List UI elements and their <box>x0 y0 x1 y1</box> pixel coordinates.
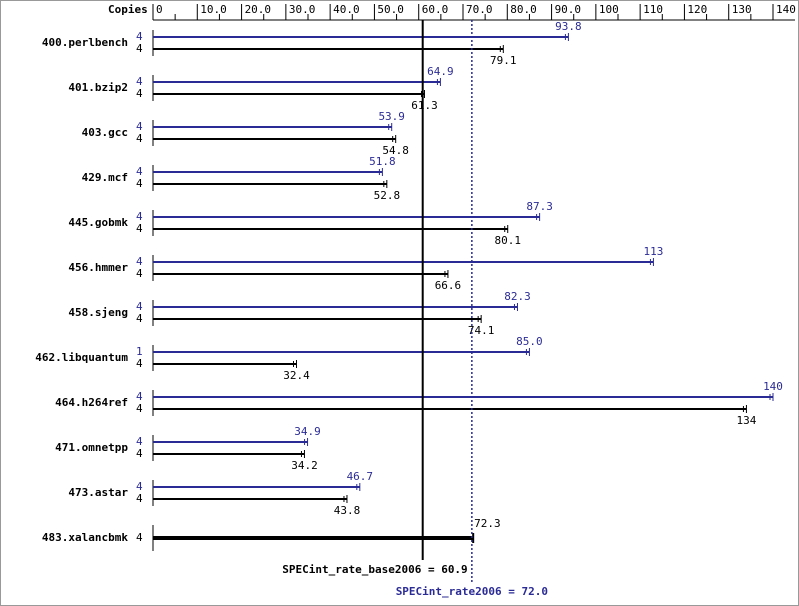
copies: 4 <box>136 177 143 190</box>
x-tick-label: 120 <box>687 3 707 16</box>
value-label: 140 <box>763 380 783 393</box>
value-label: 93.8 <box>555 20 582 33</box>
x-tick-label: 40.0 <box>333 3 360 16</box>
x-tick-label: 90.0 <box>555 3 582 16</box>
x-tick-label: 140 <box>776 3 796 16</box>
value-label: 74.1 <box>468 324 495 337</box>
copies: 1 <box>136 345 143 358</box>
value-label: 51.8 <box>369 155 396 168</box>
value-label: 53.9 <box>378 110 405 123</box>
copies: 4 <box>136 531 143 544</box>
copies-header: Copies <box>108 3 148 16</box>
copies: 4 <box>136 492 143 505</box>
value-label: 72.3 <box>474 517 501 530</box>
copies: 4 <box>136 42 143 55</box>
copies: 4 <box>136 30 143 43</box>
copies: 4 <box>136 402 143 415</box>
copies: 4 <box>136 120 143 133</box>
value-label: 87.3 <box>526 200 553 213</box>
x-tick-label: 0 <box>156 3 163 16</box>
copies: 4 <box>136 87 143 100</box>
value-label: 61.3 <box>411 99 438 112</box>
copies: 4 <box>136 357 143 370</box>
value-label: 34.2 <box>291 459 318 472</box>
copies: 4 <box>136 312 143 325</box>
copies: 4 <box>136 300 143 313</box>
benchmark-label: 445.gobmk <box>68 216 128 229</box>
copies: 4 <box>136 222 143 235</box>
metric-label: SPECint_rate_base2006 = 60.9 <box>282 563 467 576</box>
value-label: 43.8 <box>334 504 361 517</box>
value-label: 54.8 <box>382 144 409 157</box>
copies: 4 <box>136 447 143 460</box>
copies: 4 <box>136 255 143 268</box>
benchmark-label: 462.libquantum <box>35 351 128 364</box>
value-label: 82.3 <box>504 290 531 303</box>
x-tick-label: 110 <box>643 3 663 16</box>
x-tick-label: 100 <box>599 3 619 16</box>
x-tick-label: 30.0 <box>289 3 316 16</box>
benchmark-label: 403.gcc <box>82 126 128 139</box>
value-label: 66.6 <box>435 279 462 292</box>
benchmark-label: 471.omnetpp <box>55 441 128 454</box>
benchmark-label: 473.astar <box>68 486 128 499</box>
x-tick-label: 20.0 <box>245 3 271 16</box>
value-label: 79.1 <box>490 54 517 67</box>
benchmark-label: 464.h264ref <box>55 396 128 409</box>
value-label: 64.9 <box>427 65 454 78</box>
metric-label: SPECint_rate2006 = 72.0 <box>396 585 548 598</box>
copies: 4 <box>136 75 143 88</box>
benchmark-label: 456.hmmer <box>68 261 128 274</box>
benchmark-label: 401.bzip2 <box>68 81 128 94</box>
value-label: 113 <box>643 245 663 258</box>
x-tick-label: 60.0 <box>422 3 449 16</box>
value-label: 52.8 <box>374 189 401 202</box>
copies: 4 <box>136 132 143 145</box>
x-tick-label: 130 <box>732 3 752 16</box>
x-tick-label: 50.0 <box>377 3 404 16</box>
value-label: 46.7 <box>347 470 374 483</box>
value-label: 34.9 <box>294 425 321 438</box>
x-tick-label: 80.0 <box>510 3 537 16</box>
copies: 4 <box>136 390 143 403</box>
x-tick-label: 10.0 <box>200 3 227 16</box>
benchmark-label: 483.xalancbmk <box>42 531 128 544</box>
benchmark-label: 400.perlbench <box>42 36 128 49</box>
value-label: 80.1 <box>494 234 521 247</box>
copies: 4 <box>136 435 143 448</box>
copies: 4 <box>136 480 143 493</box>
benchmark-label: 458.sjeng <box>68 306 128 319</box>
copies: 4 <box>136 165 143 178</box>
x-tick-label: 70.0 <box>466 3 493 16</box>
value-label: 134 <box>736 414 756 427</box>
value-label: 32.4 <box>283 369 310 382</box>
copies: 4 <box>136 267 143 280</box>
benchmark-label: 429.mcf <box>82 171 128 184</box>
value-label: 85.0 <box>516 335 543 348</box>
copies: 4 <box>136 210 143 223</box>
